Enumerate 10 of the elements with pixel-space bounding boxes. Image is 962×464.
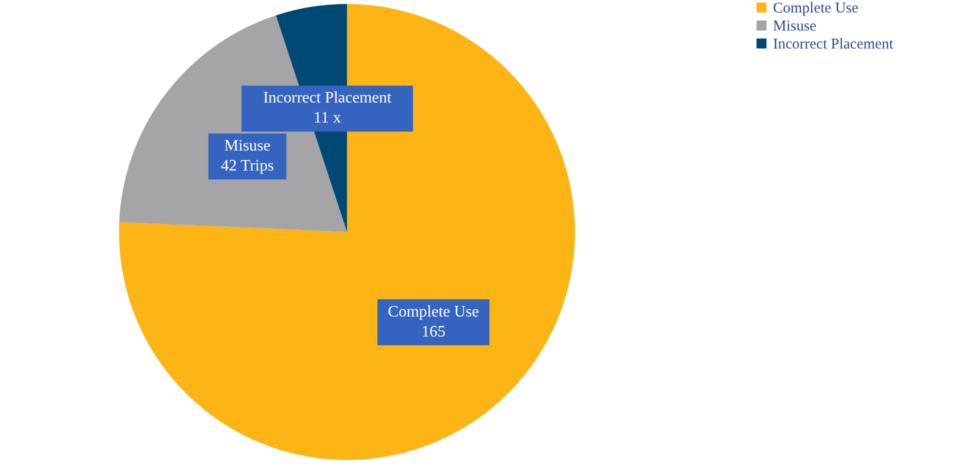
- legend-label: Misuse: [773, 18, 817, 34]
- data-label: 42 Trips: [220, 158, 274, 174]
- slice-label: Misuse: [224, 138, 270, 154]
- legend-label: Complete Use: [773, 0, 859, 16]
- data-label: 165: [421, 323, 446, 340]
- legend-label: Incorrect Placement: [773, 36, 894, 52]
- slice-label: Complete Use: [388, 303, 480, 320]
- pie-slice: [119, 4, 575, 460]
- slice-label: Incorrect Placement: [263, 90, 392, 107]
- data-label: 11 x: [314, 110, 341, 127]
